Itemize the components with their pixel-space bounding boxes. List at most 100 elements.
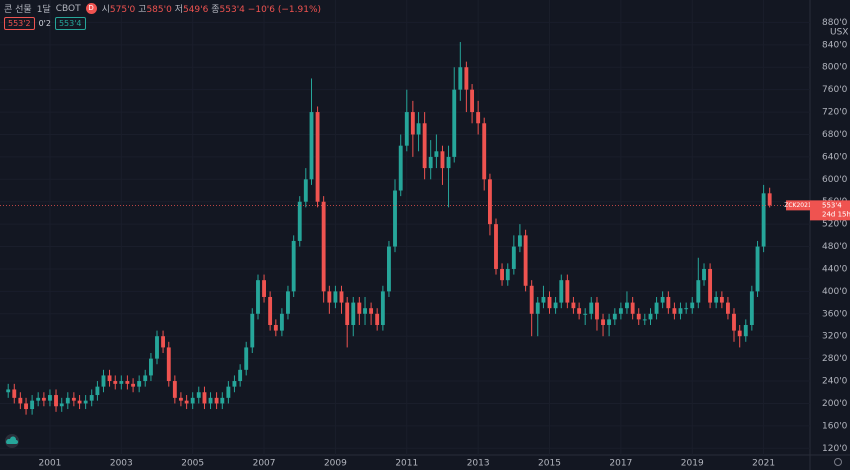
- candle-body: [404, 112, 409, 146]
- y-tick-label: 640'0: [822, 152, 848, 162]
- candle-body: [208, 397, 213, 404]
- candle-body: [684, 308, 689, 310]
- candle-body: [672, 308, 677, 314]
- key: 고: [138, 5, 147, 15]
- change: −10'6 (−1.91%): [247, 5, 322, 15]
- y-tick-label: 760'0: [822, 85, 848, 95]
- candle-body: [226, 386, 231, 398]
- candle-body: [315, 112, 320, 202]
- candle-body: [601, 319, 605, 325]
- candle-body: [500, 268, 504, 281]
- candle-body: [583, 313, 588, 315]
- candle-body: [743, 325, 748, 337]
- y-tick-label: 280'0: [822, 354, 848, 364]
- candle-body: [387, 246, 391, 292]
- candle-body: [119, 381, 124, 384]
- candle-body: [523, 235, 528, 286]
- candle-body: [149, 358, 153, 376]
- y-tick-label: 520'0: [822, 220, 848, 230]
- logo-cloud: [6, 436, 18, 444]
- candle-body: [565, 280, 570, 303]
- candle-body: [161, 336, 166, 348]
- candle-body: [612, 313, 617, 320]
- candle-body: [125, 381, 130, 384]
- value: 575'0: [109, 5, 136, 15]
- candle-body: [363, 308, 367, 314]
- candle-body: [333, 291, 338, 303]
- y-tick-label: 320'0: [822, 332, 848, 342]
- candle-body: [41, 397, 46, 401]
- candle-body: [303, 179, 308, 202]
- candle-body: [214, 397, 219, 404]
- candle-body: [589, 302, 594, 314]
- y-tick-label: 360'0: [822, 309, 848, 319]
- candle-body: [428, 156, 433, 169]
- candle-body: [184, 400, 189, 404]
- candle-body: [660, 296, 665, 303]
- candle-body: [48, 395, 52, 401]
- candle-body: [458, 67, 463, 90]
- candle-body: [250, 313, 255, 348]
- candle-body: [279, 313, 284, 331]
- candle-body: [24, 403, 28, 410]
- candle-body: [113, 381, 118, 384]
- y-tick-label: 680'0: [822, 130, 848, 140]
- candle-body: [77, 400, 82, 404]
- candle-body: [440, 151, 445, 169]
- x-tick-label: 2017: [609, 459, 632, 469]
- candle-body: [297, 201, 302, 241]
- candle-body: [625, 302, 629, 309]
- candle-body: [482, 123, 487, 180]
- value: 553'4: [219, 5, 245, 15]
- interval[interactable]: 1달: [36, 5, 51, 15]
- candle-body: [83, 400, 88, 404]
- key: 종: [211, 5, 220, 15]
- candle-body: [547, 296, 552, 309]
- candle-body: [714, 296, 719, 303]
- candle-body: [65, 397, 70, 404]
- candle-body: [696, 280, 701, 303]
- candle-body: [220, 397, 225, 404]
- candle-body: [6, 389, 11, 393]
- candle-body: [535, 302, 540, 314]
- candle-body: [607, 319, 612, 325]
- candle-body: [190, 397, 195, 404]
- candle-body: [393, 190, 397, 247]
- badge: D: [85, 3, 97, 14]
- candle-body: [321, 201, 326, 292]
- candle-body: [196, 392, 201, 398]
- candle-body: [648, 313, 653, 320]
- candle-body: [36, 397, 41, 401]
- candle-body: [262, 280, 266, 297]
- candle-body: [166, 347, 171, 382]
- candle-body: [511, 246, 516, 269]
- y-tick-label: 200'0: [822, 399, 848, 409]
- y-tick-label: 160'0: [822, 421, 848, 431]
- candle-body: [761, 193, 766, 247]
- value: 549'6: [182, 5, 209, 15]
- candle-body: [286, 291, 290, 314]
- bid[interactable]: 553'2: [4, 17, 35, 30]
- quote-row: 553'2 0'2 553'4: [4, 17, 86, 30]
- candle-body: [398, 145, 403, 191]
- x-tick-label: 2007: [253, 459, 276, 469]
- candle-body: [749, 291, 754, 325]
- ask[interactable]: 553'4: [54, 17, 86, 30]
- countdown-label: 24d 15h: [822, 210, 850, 218]
- y-tick-label: 880'0: [822, 18, 848, 28]
- candle-body: [410, 112, 415, 135]
- candle-body: [708, 268, 713, 303]
- x-tick-label: 2009: [324, 459, 347, 469]
- candle-body: [541, 296, 546, 303]
- candle-body: [178, 397, 183, 401]
- x-tick-label: 2001: [39, 459, 62, 469]
- key: 저: [174, 5, 183, 15]
- candle-body: [755, 246, 760, 292]
- y-tick-label: 840'0: [822, 40, 848, 50]
- candle-body: [630, 302, 635, 314]
- y-tick-label: 600'0: [822, 175, 848, 185]
- candle-body: [18, 397, 23, 404]
- symbol[interactable]: 콘 선물: [4, 5, 32, 15]
- currency-label: USX: [830, 28, 848, 38]
